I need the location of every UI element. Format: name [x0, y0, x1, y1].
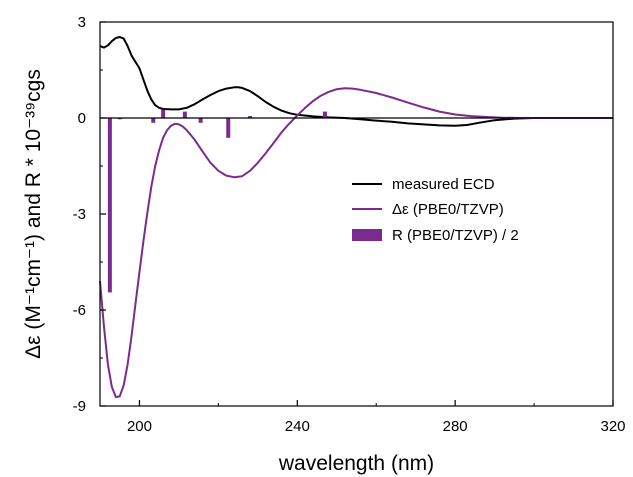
legend-swatch-2 [352, 229, 382, 241]
rotatory-strength-bar [322, 111, 327, 118]
rotatory-strength-bar [247, 116, 252, 118]
rotatory-strength-bar [107, 118, 112, 293]
legend: measured ECD Δε (PBE0/TZVP) R (PBE0/TZVP) … [352, 176, 519, 244]
series-line-0 [99, 36, 613, 127]
x-tick-label: 240 [285, 418, 310, 435]
y-axis-title: Δε (M⁻¹cm⁻¹) and R * 10⁻³⁹cgs [22, 69, 45, 359]
rotatory-strength-bar [182, 111, 187, 118]
x-tick-label: 320 [600, 418, 625, 435]
y-tick-label: -3 [73, 206, 86, 223]
y-tick-label: 3 [78, 14, 86, 31]
legend-label-2: R (PBE0/TZVP) / 2 [392, 227, 519, 244]
rotatory-strength-bar [226, 118, 231, 138]
plot-bars [107, 110, 584, 293]
rotatory-strength-bar [117, 118, 122, 120]
rotatory-strength-bar [161, 110, 166, 118]
rotatory-strength-bar [198, 118, 203, 123]
series-line-1 [99, 87, 613, 398]
y-tick-label: -6 [73, 302, 86, 319]
x-axis-title: wavelength (nm) [278, 452, 434, 475]
legend-label-1: Δε (PBE0/TZVP) [392, 201, 504, 218]
legend-label-0: measured ECD [392, 176, 495, 193]
plot-frame [99, 21, 614, 407]
y-tick-label: -9 [73, 398, 86, 415]
plot-curves [99, 36, 613, 398]
axis-ticks: 200 240 280 320 3 0 -3 -6 -9 [73, 14, 626, 435]
rotatory-strength-bar [151, 118, 156, 123]
x-tick-label: 280 [443, 418, 468, 435]
y-tick-label: 0 [78, 110, 86, 127]
x-tick-label: 200 [127, 418, 152, 435]
